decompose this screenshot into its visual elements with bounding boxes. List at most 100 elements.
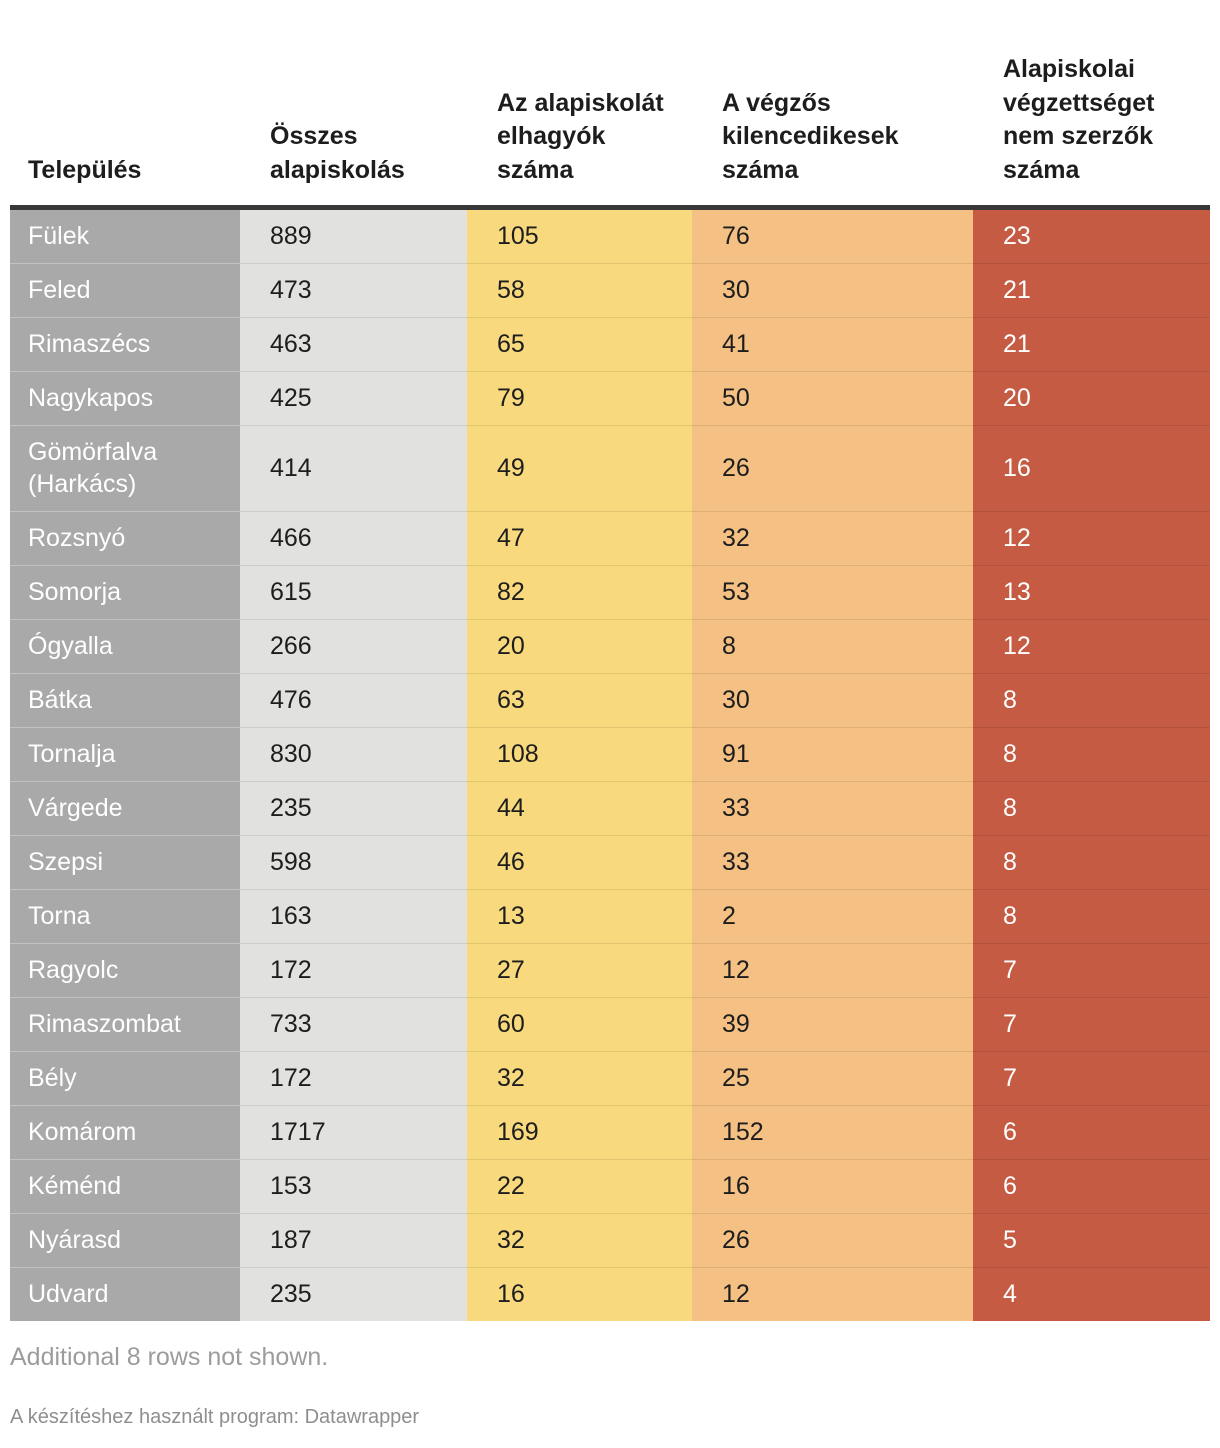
value-cell: 33 [692,834,973,889]
value-cell: 41 [692,316,973,371]
value-cell: 91 [692,726,973,781]
value-cell: 12 [692,942,973,997]
table-row: Torna 163 13 2 8 [10,888,1210,943]
settlement-cell: Bátka [10,672,240,727]
value-cell: 58 [467,262,692,317]
value-cell: 23 [973,207,1210,263]
value-cell: 13 [973,564,1210,619]
value-cell: 889 [240,207,467,263]
value-cell: 8 [692,618,973,673]
table-row: Rimaszombat 733 60 39 7 [10,996,1210,1051]
value-cell: 50 [692,370,973,425]
value-cell: 21 [973,316,1210,371]
settlement-cell: Nyárasd [10,1212,240,1267]
value-cell: 16 [973,424,1210,511]
column-header-osszes: Összes alapiskolás [240,0,467,208]
rows-not-shown-note: Additional 8 rows not shown. [10,1343,329,1371]
value-cell: 414 [240,424,467,511]
settlement-cell: Komárom [10,1104,240,1159]
value-cell: 12 [973,618,1210,673]
settlement-cell: Ragyolc [10,942,240,997]
value-cell: 30 [692,672,973,727]
value-cell: 163 [240,888,467,943]
settlement-cell: Rimaszécs [10,316,240,371]
settlement-cell: Várgede [10,780,240,835]
value-cell: 5 [973,1212,1210,1267]
column-header-elhagyok: Az alapiskolát elhagyók száma [467,0,692,208]
table-row: Fülek 889 105 76 23 [10,207,1210,263]
value-cell: 20 [467,618,692,673]
value-cell: 6 [973,1104,1210,1159]
value-cell: 22 [467,1158,692,1213]
value-cell: 53 [692,564,973,619]
value-cell: 172 [240,1050,467,1105]
settlement-cell: Kéménd [10,1158,240,1213]
value-cell: 20 [973,370,1210,425]
value-cell: 7 [973,1050,1210,1105]
settlement-cell: Tornalja [10,726,240,781]
settlement-cell: Rozsnyó [10,510,240,565]
settlement-cell: Bély [10,1050,240,1105]
value-cell: 598 [240,834,467,889]
value-cell: 16 [467,1266,692,1321]
value-cell: 6 [973,1158,1210,1213]
value-cell: 21 [973,262,1210,317]
value-cell: 82 [467,564,692,619]
value-cell: 733 [240,996,467,1051]
value-cell: 32 [467,1050,692,1105]
column-header-telepules: Település [10,0,240,208]
header-row: Település Összes alapiskolás Az alapisko… [10,0,1210,208]
value-cell: 16 [692,1158,973,1213]
value-cell: 8 [973,780,1210,835]
value-cell: 13 [467,888,692,943]
value-cell: 8 [973,672,1210,727]
value-cell: 153 [240,1158,467,1213]
value-cell: 152 [692,1104,973,1159]
table-row: Bátka 476 63 30 8 [10,672,1210,727]
value-cell: 476 [240,672,467,727]
value-cell: 8 [973,726,1210,781]
table-row: Ógyalla 266 20 8 12 [10,618,1210,673]
value-cell: 425 [240,370,467,425]
table-header: Település Összes alapiskolás Az alapisko… [10,0,1210,208]
table-row: Várgede 235 44 33 8 [10,780,1210,835]
settlement-cell: Torna [10,888,240,943]
table-row: Udvard 235 16 12 4 [10,1266,1210,1321]
table-body: Fülek 889 105 76 23 Feled 473 58 30 21 Rimaszécs 46… [10,207,1210,1321]
data-table: Település Összes alapiskolás Az alapisko… [10,0,1210,1321]
settlement-cell: Fülek [10,207,240,263]
value-cell: 65 [467,316,692,371]
value-cell: 4 [973,1266,1210,1321]
value-cell: 39 [692,996,973,1051]
value-cell: 1717 [240,1104,467,1159]
settlement-cell: Ógyalla [10,618,240,673]
value-cell: 30 [692,262,973,317]
value-cell: 105 [467,207,692,263]
table-row: Kéménd 153 22 16 6 [10,1158,1210,1213]
value-cell: 63 [467,672,692,727]
value-cell: 33 [692,780,973,835]
value-cell: 8 [973,888,1210,943]
value-cell: 46 [467,834,692,889]
value-cell: 463 [240,316,467,371]
settlement-cell: Udvard [10,1266,240,1321]
value-cell: 26 [692,424,973,511]
value-cell: 26 [692,1212,973,1267]
table-row: Rozsnyó 466 47 32 12 [10,510,1210,565]
column-header-nem-szerzok: Alapiskolai végzettséget nem szerzők szá… [973,0,1210,208]
settlement-cell: Rimaszombat [10,996,240,1051]
value-cell: 44 [467,780,692,835]
value-cell: 60 [467,996,692,1051]
value-cell: 172 [240,942,467,997]
value-cell: 169 [467,1104,692,1159]
value-cell: 830 [240,726,467,781]
settlement-cell: Somorja [10,564,240,619]
value-cell: 466 [240,510,467,565]
value-cell: 32 [467,1212,692,1267]
table-row: Bély 172 32 25 7 [10,1050,1210,1105]
value-cell: 8 [973,834,1210,889]
value-cell: 473 [240,262,467,317]
value-cell: 235 [240,780,467,835]
value-cell: 79 [467,370,692,425]
